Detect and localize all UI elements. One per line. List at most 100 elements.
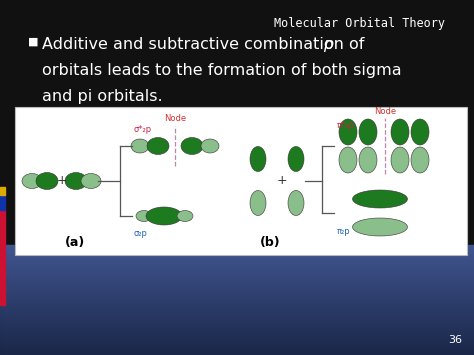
Bar: [0, 263, 474, 264]
Bar: [0, 310, 474, 311]
Bar: [0, 268, 474, 269]
Bar: [0, 293, 474, 294]
Bar: [0, 313, 474, 314]
Bar: [0, 284, 474, 285]
Bar: [0, 350, 474, 351]
Ellipse shape: [65, 173, 87, 190]
Bar: [0, 286, 474, 287]
Bar: [0, 254, 474, 255]
Bar: [0, 311, 474, 312]
Ellipse shape: [411, 147, 429, 173]
Bar: [0, 257, 474, 258]
Bar: [0, 267, 474, 268]
Bar: [0, 354, 474, 355]
Bar: [0, 275, 474, 276]
Bar: [0, 352, 474, 353]
Bar: [0, 210, 5, 305]
Ellipse shape: [411, 119, 429, 145]
Ellipse shape: [147, 137, 169, 154]
Bar: [0, 333, 474, 334]
Text: (a): (a): [65, 236, 85, 249]
Ellipse shape: [36, 173, 58, 190]
Bar: [0, 324, 474, 325]
Text: σ*₂p: σ*₂p: [134, 125, 152, 134]
Text: σ₂p: σ₂p: [134, 229, 148, 238]
Bar: [0, 308, 474, 309]
Bar: [0, 253, 474, 254]
Bar: [0, 251, 474, 252]
Bar: [0, 276, 474, 277]
Text: +: +: [277, 175, 287, 187]
Bar: [0, 309, 474, 310]
Bar: [0, 342, 474, 343]
Text: π*₂p: π*₂p: [337, 121, 355, 130]
Ellipse shape: [81, 174, 101, 189]
Text: (b): (b): [260, 236, 280, 249]
Bar: [0, 305, 474, 306]
Ellipse shape: [22, 174, 42, 189]
Bar: [0, 303, 474, 304]
Bar: [0, 270, 474, 271]
Bar: [0, 258, 474, 259]
Bar: [0, 339, 474, 340]
Bar: [0, 255, 474, 256]
Bar: [0, 315, 474, 316]
Bar: [0, 281, 474, 282]
Bar: [0, 249, 474, 250]
Ellipse shape: [181, 137, 203, 154]
Bar: [0, 274, 474, 275]
Ellipse shape: [391, 147, 409, 173]
Bar: [0, 320, 474, 321]
Bar: [0, 282, 474, 283]
Bar: [0, 273, 474, 274]
Bar: [0, 302, 474, 303]
Text: 36: 36: [448, 335, 462, 345]
Bar: [0, 327, 474, 328]
Bar: [0, 265, 474, 266]
Bar: [0, 334, 474, 335]
Text: Node: Node: [374, 107, 396, 116]
Bar: [0, 277, 474, 278]
Text: p: p: [323, 37, 333, 52]
Ellipse shape: [201, 139, 219, 153]
Bar: [0, 290, 474, 291]
Bar: [0, 312, 474, 313]
Text: orbitals leads to the formation of both sigma: orbitals leads to the formation of both …: [42, 63, 401, 78]
Bar: [0, 306, 474, 307]
Bar: [0, 345, 474, 346]
Ellipse shape: [250, 147, 266, 171]
Bar: [0, 351, 474, 352]
Bar: [0, 269, 474, 270]
Bar: [0, 330, 474, 331]
Ellipse shape: [359, 147, 377, 173]
Bar: [0, 321, 474, 322]
Bar: [0, 304, 474, 305]
Bar: [0, 279, 474, 280]
Bar: [0, 292, 474, 293]
Text: +: +: [57, 175, 67, 187]
Ellipse shape: [131, 139, 149, 153]
Bar: [0, 288, 474, 289]
Bar: [0, 248, 474, 249]
Text: π₂p: π₂p: [337, 227, 351, 236]
Bar: [0, 252, 474, 253]
Ellipse shape: [391, 119, 409, 145]
Bar: [0, 271, 474, 272]
Bar: [0, 195, 5, 210]
Bar: [0, 295, 474, 296]
Bar: [0, 336, 474, 337]
Bar: [0, 338, 474, 339]
Bar: [0, 266, 474, 267]
Bar: [0, 280, 474, 281]
Bar: [0, 289, 474, 290]
Bar: [0, 337, 474, 338]
Bar: [0, 335, 474, 336]
Bar: [0, 299, 474, 300]
Bar: [0, 331, 474, 332]
Bar: [0, 296, 474, 297]
Ellipse shape: [288, 147, 304, 171]
Bar: [15, 107, 467, 255]
Bar: [0, 283, 474, 284]
Text: Molecular Orbital Theory: Molecular Orbital Theory: [274, 17, 446, 30]
Bar: [0, 348, 474, 349]
